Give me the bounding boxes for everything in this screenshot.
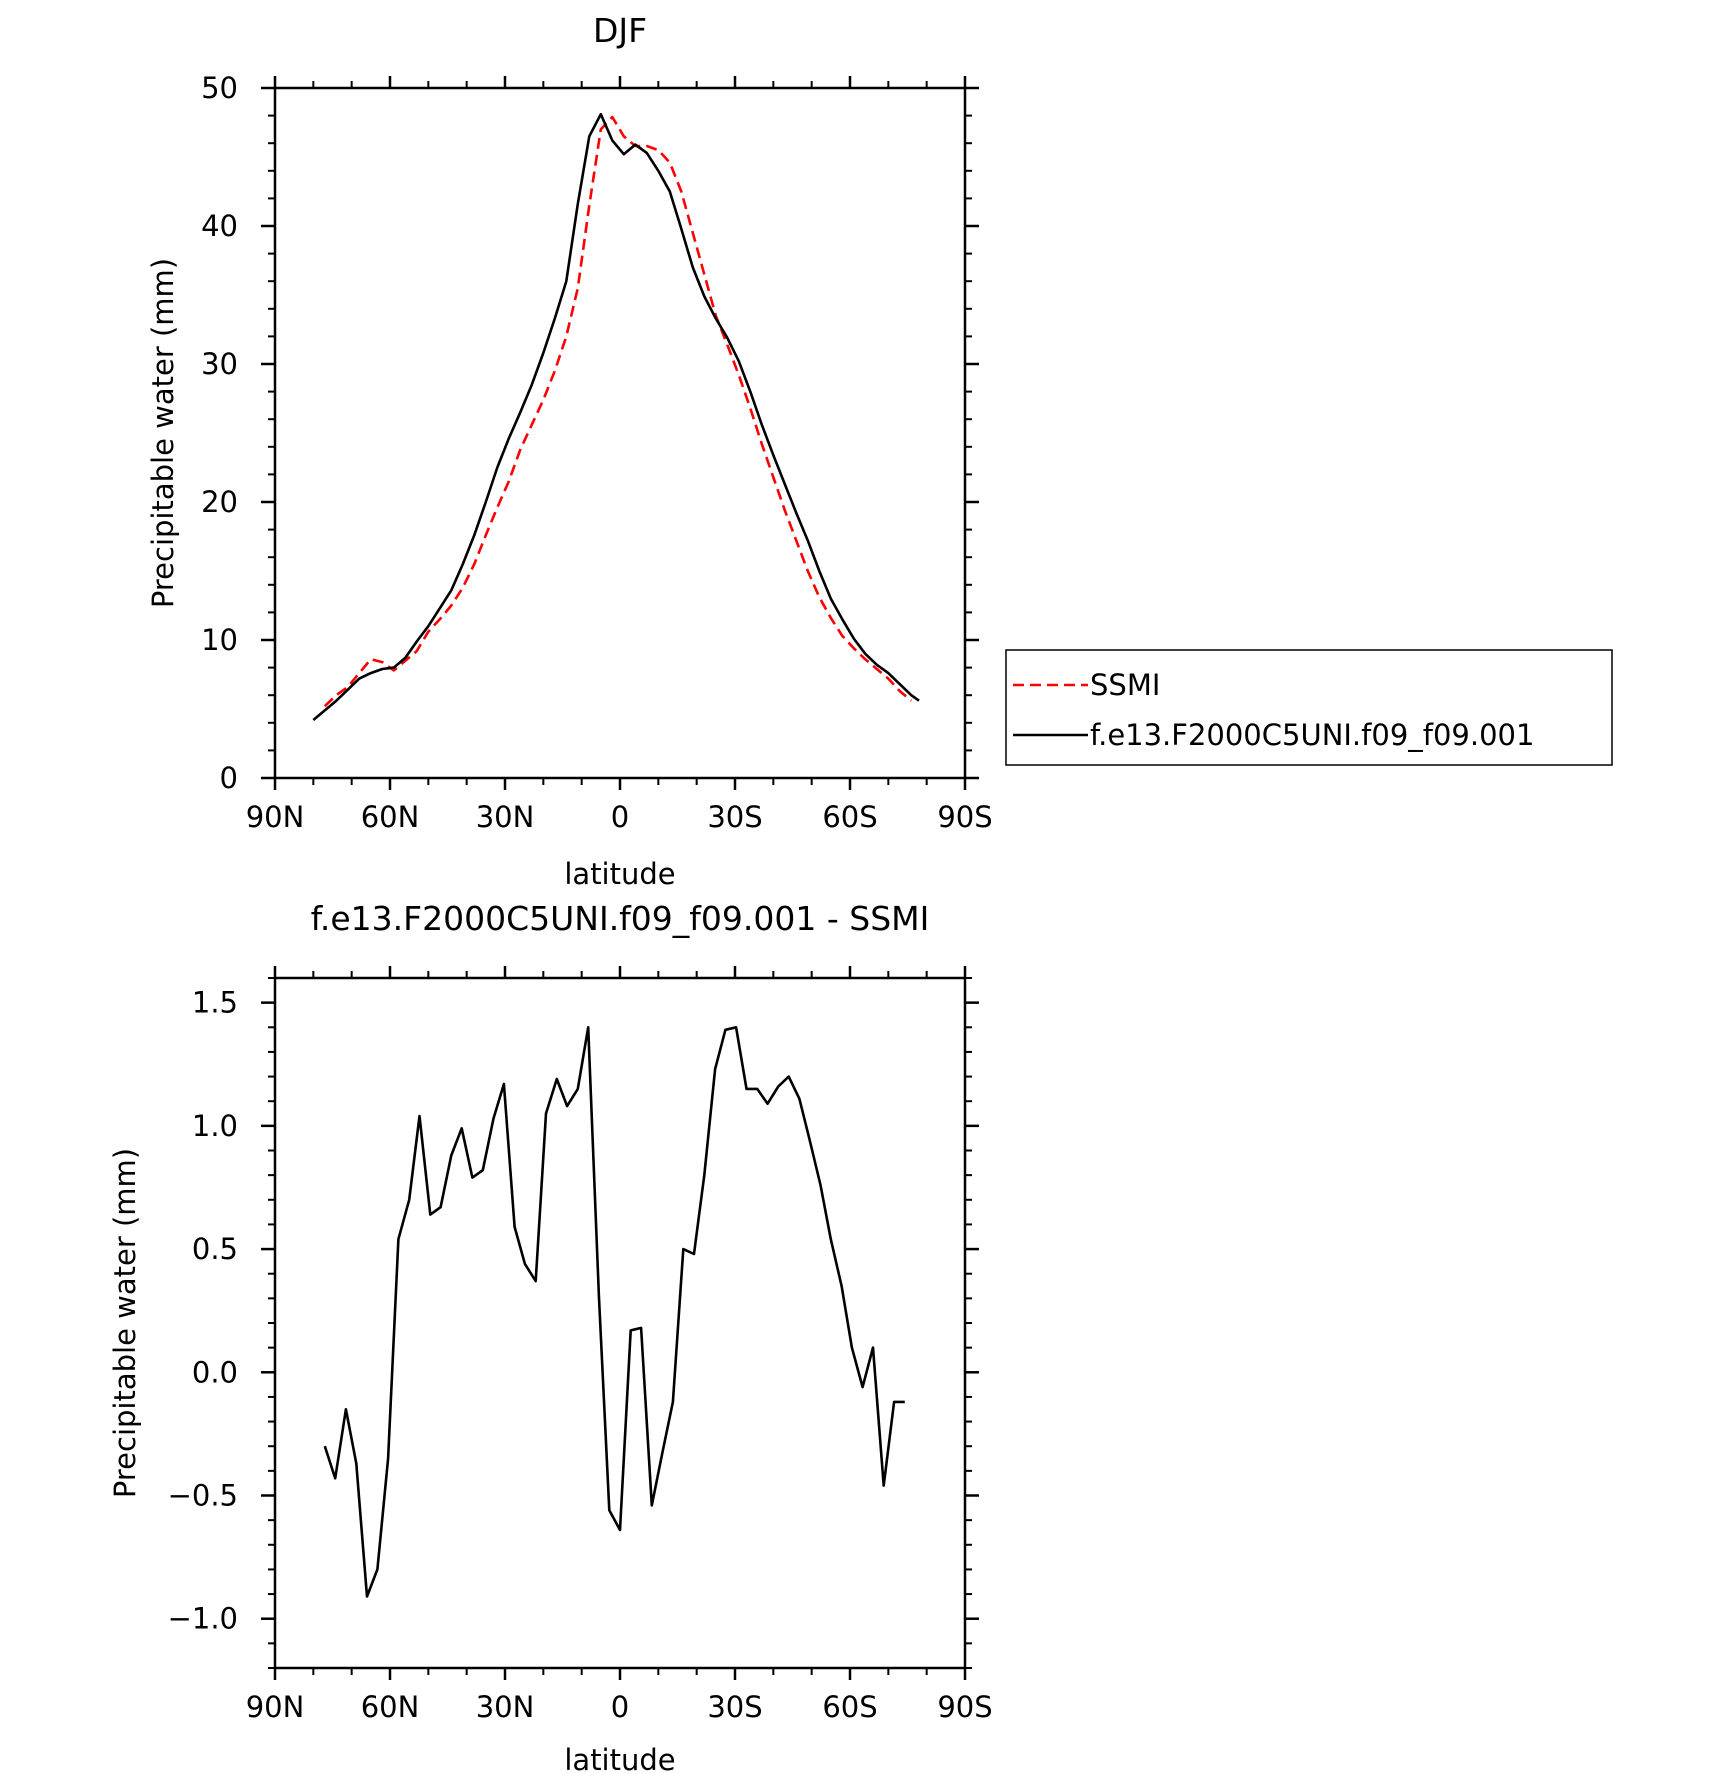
top-chart-title: DJF bbox=[593, 11, 647, 50]
top-line-chart: DJF 90N 60N 30N 0 30S 60S 90S 0 10 20 30 40 50 latit… bbox=[146, 11, 993, 891]
legend-box bbox=[1005, 649, 1613, 766]
bottom-line-chart: f.e13.F2000C5UNI.f09_f09.001 - SSMI 90N 6… bbox=[108, 899, 993, 1773]
top-y-axis-title: Precipitable water (mm) bbox=[146, 258, 180, 608]
bottom-chart-title: f.e13.F2000C5UNI.f09_f09.001 - SSMI bbox=[311, 899, 930, 938]
bottom-series-group bbox=[323, 1026, 905, 1598]
legend-label-ssmi: SSMI bbox=[1090, 668, 1160, 702]
bottom-y-tick-label: 1.0 bbox=[192, 1109, 238, 1143]
top-y-tick-label: 50 bbox=[201, 71, 238, 105]
top-x-tick-label: 0 bbox=[611, 800, 629, 834]
top-x-tick-label: 60S bbox=[822, 800, 877, 834]
bottom-axis-ticks: 90N 60N 30N 0 30S 60S 90S −1.0 −0.5 0.0 0.5 1.0 1.5 bbox=[168, 966, 993, 1724]
bottom-y-tick-label: 0.5 bbox=[192, 1232, 238, 1266]
top-y-tick-label: 0 bbox=[220, 761, 238, 795]
top-x-tick-label: 90N bbox=[246, 800, 305, 834]
top-series-group bbox=[312, 112, 920, 721]
bottom-x-tick-label: 60S bbox=[822, 1690, 877, 1724]
top-series-line-ssmi bbox=[323, 115, 913, 708]
top-axis-ticks: 90N 60N 30N 0 30S 60S 90S 0 10 20 30 40 50 bbox=[201, 71, 993, 834]
legend-label-model: f.e13.F2000C5UNI.f09_f09.001 bbox=[1090, 718, 1534, 752]
top-x-tick-label: 90S bbox=[937, 800, 992, 834]
bottom-x-tick-label: 90N bbox=[246, 1690, 305, 1724]
bottom-x-tick-label: 0 bbox=[611, 1690, 629, 1724]
bottom-y-tick-label: −0.5 bbox=[168, 1479, 238, 1513]
top-y-tick-label: 40 bbox=[201, 209, 238, 243]
top-x-tick-label: 30N bbox=[476, 800, 535, 834]
top-x-tick-label: 30S bbox=[707, 800, 762, 834]
bottom-x-tick-label: 90S bbox=[937, 1690, 992, 1724]
legend: SSMI f.e13.F2000C5UNI.f09_f09.001 bbox=[1005, 649, 1613, 766]
bottom-y-tick-label: −1.0 bbox=[168, 1602, 238, 1636]
bottom-y-axis-title: Precipitable water (mm) bbox=[108, 1148, 142, 1498]
bottom-x-axis-title: latitude bbox=[564, 1743, 675, 1773]
top-x-axis-title: latitude bbox=[564, 857, 675, 891]
top-plot-frame bbox=[273, 86, 967, 780]
bottom-x-tick-label: 30N bbox=[476, 1690, 535, 1724]
top-y-tick-label: 10 bbox=[201, 623, 238, 657]
top-y-tick-label: 30 bbox=[201, 347, 238, 381]
bottom-series-line-model bbox=[323, 1026, 905, 1598]
top-series-line-model bbox=[312, 112, 920, 721]
bottom-y-tick-label: 0.0 bbox=[192, 1355, 238, 1389]
bottom-x-tick-label: 30S bbox=[707, 1690, 762, 1724]
bottom-x-tick-label: 60N bbox=[361, 1690, 420, 1724]
top-x-tick-label: 60N bbox=[361, 800, 420, 834]
top-y-tick-label: 20 bbox=[201, 485, 238, 519]
bottom-y-tick-label: 1.5 bbox=[192, 986, 238, 1020]
